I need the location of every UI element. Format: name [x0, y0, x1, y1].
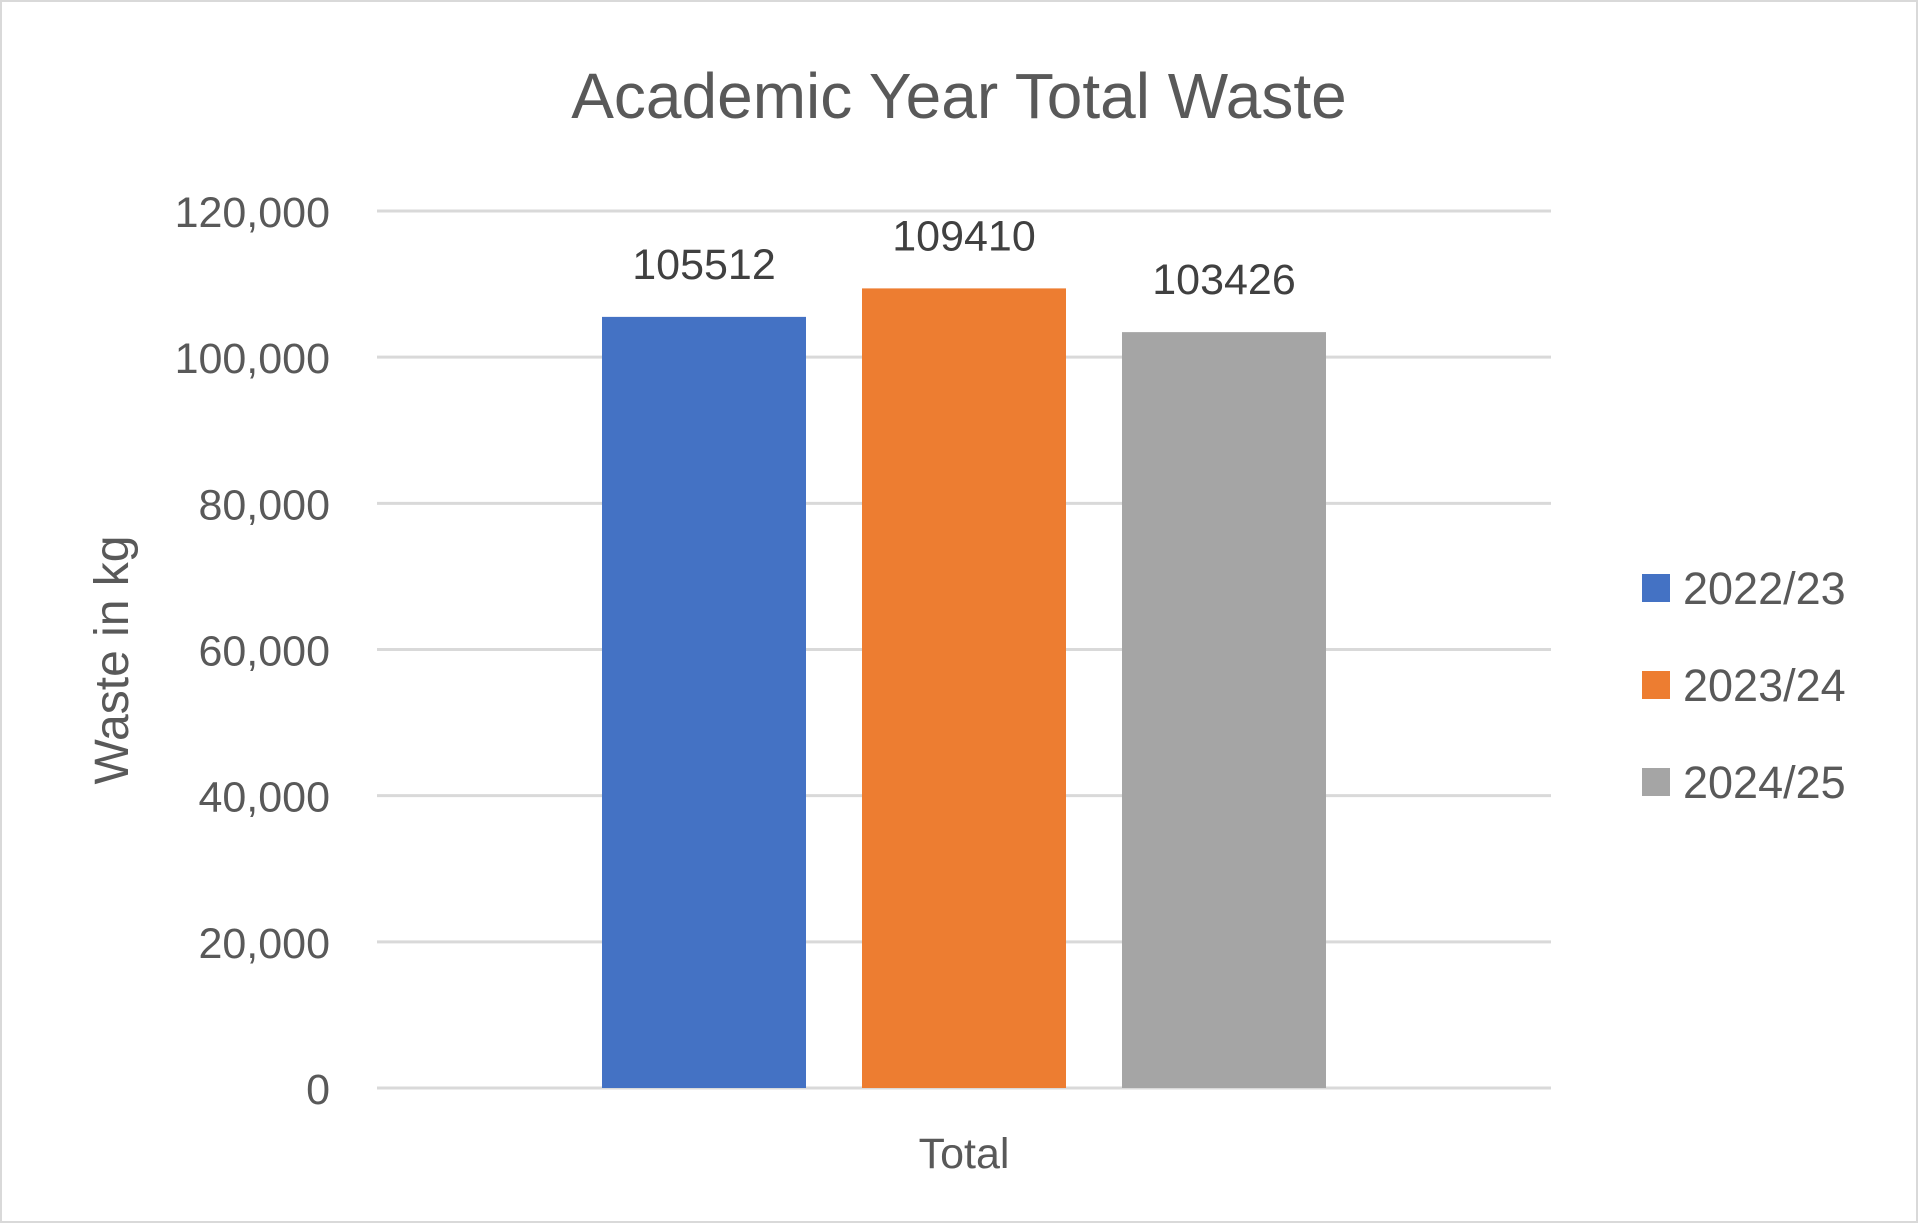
legend-label: 2023/24 [1683, 660, 1846, 711]
legend-swatch [1642, 768, 1670, 796]
legend-swatch [1642, 574, 1670, 602]
y-tick-label: 20,000 [198, 920, 330, 968]
y-axis-tick-labels: 0 20,000 40,000 60,000 80,000 100,000 120,000 [175, 189, 330, 1114]
y-tick-label: 60,000 [198, 628, 330, 676]
bar-2024-25 [1122, 332, 1326, 1089]
x-axis-tick-labels: Total [919, 1130, 1010, 1178]
x-tick-label: Total [919, 1130, 1010, 1178]
y-tick-label: 0 [306, 1066, 330, 1114]
data-label: 109410 [892, 212, 1036, 260]
bars [602, 288, 1326, 1089]
legend-label: 2022/23 [1683, 563, 1846, 614]
data-labels: 105512 109410 103426 [632, 212, 1296, 304]
y-tick-label: 40,000 [198, 774, 330, 822]
legend-item: 2024/25 [1642, 757, 1846, 808]
data-label: 103426 [1152, 256, 1296, 304]
y-axis-label: Waste in kg [86, 536, 139, 785]
legend: 2022/23 2023/24 2024/25 [1642, 563, 1846, 808]
legend-item: 2023/24 [1642, 660, 1846, 711]
chart-title: Academic Year Total Waste [571, 60, 1347, 132]
bar-2022-23 [602, 316, 806, 1088]
legend-label: 2024/25 [1683, 757, 1846, 808]
y-tick-label: 100,000 [175, 335, 330, 383]
y-tick-label: 80,000 [198, 481, 330, 529]
legend-swatch [1642, 671, 1670, 699]
bar-2023-24 [862, 288, 1066, 1088]
y-tick-label: 120,000 [175, 189, 330, 237]
data-label: 105512 [632, 241, 776, 289]
legend-item: 2022/23 [1642, 563, 1846, 614]
